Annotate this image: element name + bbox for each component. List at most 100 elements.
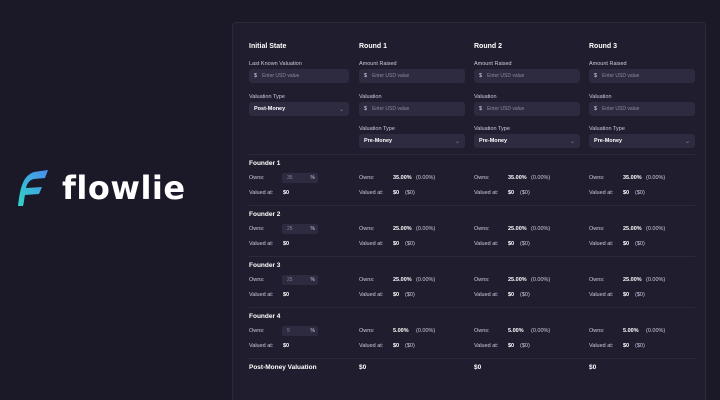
brand-name: flowlie (62, 169, 186, 207)
round-2-owns-value: 5.00% (508, 328, 524, 334)
round-3-valued-value: $0 (623, 241, 630, 247)
round-2-amount-input[interactable]: $ Enter USD value (474, 69, 580, 83)
round-1-valuation-type-select[interactable]: Pre-Money ⌄ (359, 134, 465, 148)
owns-label: Owns: (474, 328, 490, 334)
chevron-down-icon: ⌄ (684, 138, 690, 145)
round-2-valuation-input[interactable]: $ Enter USD value (474, 102, 580, 116)
round-2-owns-change: (0.00%) (531, 175, 551, 181)
valued-at-label: Valued at: (474, 190, 499, 196)
founder-owns-input[interactable]: 5% (282, 326, 318, 336)
input-placeholder: Enter USD value (487, 106, 525, 112)
chevron-down-icon: ⌄ (338, 106, 344, 113)
round-2-owns-value: 25.00% (508, 277, 527, 283)
select-value: Pre-Money (364, 138, 393, 144)
column-header-round-1: Round 1 (359, 43, 387, 50)
founder-name: Founder 4 (249, 313, 281, 320)
founder-name: Founder 1 (249, 160, 281, 167)
valued-at-label: Valued at: (589, 241, 614, 247)
round-2-valued-change: ($0) (520, 343, 530, 349)
chevron-down-icon: ⌄ (454, 138, 460, 145)
round-2-valued-value: $0 (508, 292, 515, 298)
owns-label: Owns: (589, 277, 605, 283)
round-2-valuation-type-select[interactable]: Pre-Money ⌄ (474, 134, 580, 148)
valued-at-label: Valued at: (249, 292, 274, 298)
input-placeholder: Enter USD value (487, 73, 525, 79)
owns-label: Owns: (589, 175, 605, 181)
owns-label: Owns: (249, 175, 265, 181)
last-known-valuation-label: Last Known Valuation (249, 61, 302, 67)
valued-at-label: Valued at: (359, 292, 384, 298)
round-3-owns-change: (0.00%) (646, 277, 666, 283)
founder-owns-input[interactable]: 35% (282, 173, 318, 183)
round-1-valuation-label: Valuation (359, 94, 382, 100)
round-1-valuation-type-label: Valuation Type (359, 126, 395, 132)
round-1-valued-value: $0 (393, 343, 400, 349)
owns-label: Owns: (249, 277, 265, 283)
owns-label: Owns: (474, 277, 490, 283)
round-3-valuation-type-select[interactable]: Pre-Money ⌄ (589, 134, 695, 148)
owns-label: Owns: (474, 226, 490, 232)
round-1-valued-change: ($0) (405, 241, 415, 247)
owns-label: Owns: (249, 328, 265, 334)
round-1-owns-value: 25.00% (393, 226, 412, 232)
founder-owns-input[interactable]: 25% (282, 224, 318, 234)
column-header-round-2: Round 2 (474, 43, 502, 50)
round-1-owns-change: (0.00%) (416, 175, 436, 181)
select-value: Post-Money (254, 106, 286, 112)
round-2-owns-change: (0.00%) (531, 277, 551, 283)
round-3-valued-change: ($0) (635, 292, 645, 298)
founder-valued-at: $0 (283, 343, 290, 349)
input-placeholder: Enter USD value (372, 106, 410, 112)
select-value: Pre-Money (594, 138, 623, 144)
cap-table-panel: Initial State Round 1 Round 2 Round 3 La… (232, 22, 706, 400)
round-2-valuation-type-label: Valuation Type (474, 126, 510, 132)
founder-valued-at: $0 (283, 241, 290, 247)
valued-at-label: Valued at: (589, 190, 614, 196)
round-3-owns-value: 25.00% (623, 226, 642, 232)
round-3-post-money-value: $0 (589, 364, 597, 371)
round-2-owns-value: 35.00% (508, 175, 527, 181)
round-1-owns-value: 5.00% (393, 328, 409, 334)
dollar-icon: $ (479, 106, 483, 112)
input-value: 25 (287, 226, 293, 232)
initial-valuation-type-select[interactable]: Post-Money ⌄ (249, 102, 349, 116)
round-2-valued-value: $0 (508, 241, 515, 247)
round-1-valuation-input[interactable]: $ Enter USD value (359, 102, 465, 116)
round-1-valued-change: ($0) (405, 292, 415, 298)
round-3-owns-change: (0.00%) (646, 175, 666, 181)
percent-icon: % (310, 328, 315, 334)
round-3-valued-value: $0 (623, 190, 630, 196)
owns-label: Owns: (359, 175, 375, 181)
dollar-icon: $ (594, 106, 598, 112)
round-1-valued-value: $0 (393, 241, 400, 247)
input-placeholder: Enter USD value (602, 73, 640, 79)
round-3-valuation-input[interactable]: $ Enter USD value (589, 102, 695, 116)
percent-icon: % (310, 277, 315, 283)
round-1-owns-value: 35.00% (393, 175, 412, 181)
last-known-valuation-input[interactable]: $ Enter USD value (249, 69, 349, 83)
founder-owns-input[interactable]: 25% (282, 275, 318, 285)
round-1-valued-value: $0 (393, 292, 400, 298)
valued-at-label: Valued at: (359, 241, 384, 247)
post-money-valuation-label: Post-Money Valuation (249, 364, 317, 371)
founder-valued-at: $0 (283, 292, 290, 298)
round-3-valued-value: $0 (623, 343, 630, 349)
round-3-valued-change: ($0) (635, 343, 645, 349)
owns-label: Owns: (359, 328, 375, 334)
round-3-amount-label: Amount Raised (589, 61, 627, 67)
round-3-amount-input[interactable]: $ Enter USD value (589, 69, 695, 83)
round-3-owns-change: (0.00%) (646, 328, 666, 334)
dollar-icon: $ (364, 73, 368, 79)
round-3-owns-value: 5.00% (623, 328, 639, 334)
round-2-owns-value: 25.00% (508, 226, 527, 232)
column-header-round-3: Round 3 (589, 43, 617, 50)
round-3-valued-value: $0 (623, 292, 630, 298)
brand-logo: flowlie (12, 168, 186, 208)
valued-at-label: Valued at: (359, 343, 384, 349)
round-1-amount-input[interactable]: $ Enter USD value (359, 69, 465, 83)
input-placeholder: Enter USD value (372, 73, 410, 79)
round-2-valued-change: ($0) (520, 190, 530, 196)
round-1-owns-change: (0.00%) (416, 226, 436, 232)
round-3-owns-value: 35.00% (623, 175, 642, 181)
owns-label: Owns: (359, 277, 375, 283)
